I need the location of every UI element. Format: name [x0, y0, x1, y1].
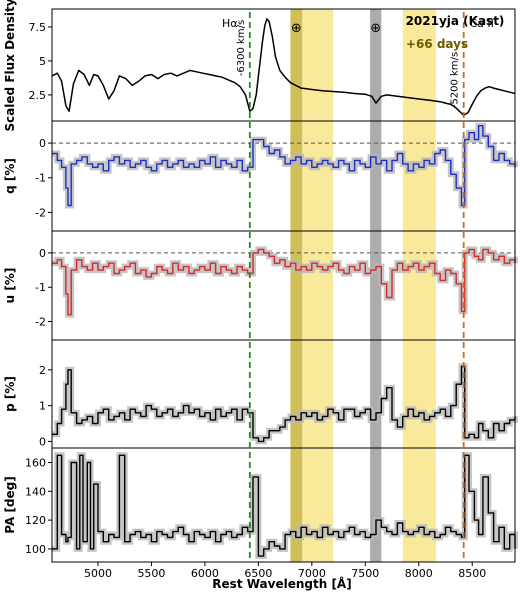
y-tick-label-q-2: 0 [39, 137, 46, 150]
highlight-band-0 [302, 9, 334, 562]
panel-frame-q [51, 120, 516, 232]
x-tick-label-2: 6000 [191, 567, 219, 580]
telluric-symbol-1: ⊕ [370, 21, 381, 36]
y-tick-label-flux-1: 5 [39, 55, 46, 68]
panel-flux: 2.5 5 7.5 Scaled Flux Density [3, 0, 516, 132]
y-tick-label-q-0: -2 [35, 206, 46, 219]
chart-title-line-2: +66 days [406, 37, 468, 51]
panel-frame-u [51, 230, 516, 341]
y-tick-label-u-1: -1 [35, 281, 46, 294]
chart-title-line-1: 2021yja (Kast) [406, 14, 505, 28]
y-tick-label-p-0: 0 [39, 435, 46, 448]
error-band-p [52, 363, 518, 445]
panel-p: 0 1 2 p [%] [3, 339, 518, 449]
panel-q: -2 -1 0 q [%] [3, 120, 518, 232]
x-tick-label-4: 7000 [298, 567, 326, 580]
highlight-band-1 [402, 9, 436, 562]
series-line-u [52, 248, 516, 316]
y-tick-label-p-2: 2 [39, 364, 46, 377]
panel-u: -2 -1 0 u [%] [3, 230, 518, 341]
x-tick-label-7: 8500 [458, 567, 486, 580]
y-axis-label-flux: Scaled Flux Density [3, 0, 17, 132]
panel-pa: 100 120 140 160 PA [deg] 5000 5500 6000 6500 7000… [3, 447, 518, 580]
y-tick-label-p-1: 1 [39, 400, 46, 413]
error-band-pa [52, 452, 518, 560]
x-tick-label-5: 7500 [351, 567, 379, 580]
telluric-band-1 [370, 9, 382, 562]
series-line-flux [51, 18, 516, 117]
x-tick-label-6: 8000 [405, 567, 433, 580]
x-tick-label-1: 5500 [137, 567, 165, 580]
x-tick-label-0: 5000 [84, 567, 112, 580]
panels: 2.5 5 7.5 Scaled Flux Density -2 -1 0 q [%] -2 -1… [3, 0, 518, 580]
x-axis-label: Rest Wavelength [Å] [212, 576, 351, 591]
telluric-symbol-0: ⊕ [291, 21, 302, 36]
panel-frame-p [51, 339, 516, 449]
y-tick-label-flux-2: 7.5 [29, 21, 47, 34]
marker-name-1: Ca II [469, 17, 493, 30]
y-tick-label-q-1: -1 [35, 172, 46, 185]
y-tick-label-u-2: 0 [39, 247, 46, 260]
shaded-bands: ⊕ ⊕ [290, 9, 436, 562]
series-line-pa [52, 454, 516, 557]
error-band-q [52, 122, 518, 209]
y-tick-label-flux-0: 2.5 [29, 89, 47, 102]
line-markers: Hα-6300 km/s Ca II -5200 km/s [222, 12, 494, 562]
y-axis-label-q: q [%] [3, 158, 17, 194]
x-tick-label-3: 6500 [244, 567, 272, 580]
y-tick-label-pa-3: 160 [25, 457, 46, 470]
marker-velocity-1: -5200 km/s [450, 52, 461, 108]
series-line-p [52, 365, 516, 443]
y-tick-label-pa-1: 120 [25, 514, 46, 527]
y-axis-label-p: p [%] [3, 376, 17, 412]
y-tick-label-u-0: -2 [35, 316, 46, 329]
y-tick-label-pa-0: 100 [25, 543, 46, 556]
y-axis-label-u: u [%] [3, 268, 17, 304]
series-line-q [52, 125, 516, 207]
marker-name-0: Hα [222, 17, 238, 30]
y-axis-label-pa: PA [deg] [3, 476, 17, 533]
panel-frame-pa [51, 447, 516, 563]
marker-velocity-0: -6300 km/s [236, 20, 247, 76]
telluric-band-0 [290, 9, 303, 562]
y-tick-label-pa-2: 140 [25, 485, 46, 498]
